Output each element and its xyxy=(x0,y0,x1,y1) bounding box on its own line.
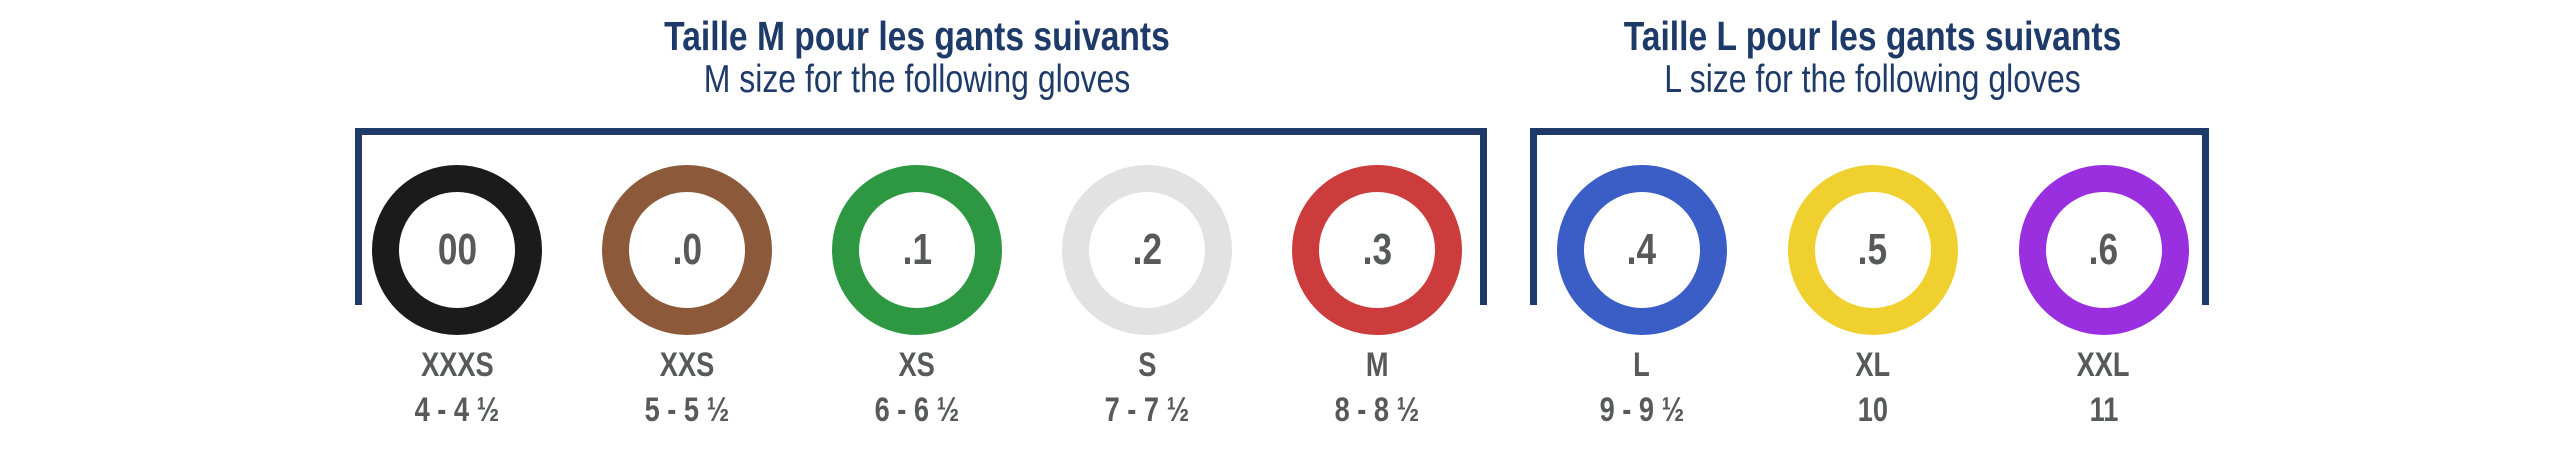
glove-size-range: 7 - 7 ½ xyxy=(1104,391,1190,429)
group-l-title-french: Taille L pour les gants suivants xyxy=(1623,13,2122,59)
size-group-m: Taille M pour les gants suivants M size … xyxy=(342,0,1492,473)
glove-size-name: XS xyxy=(898,346,936,384)
glove-size-item: .0 XXS 5 - 5 ½ xyxy=(572,165,802,427)
glove-size-name: S xyxy=(1137,346,1157,384)
group-l-bracket xyxy=(1530,128,2209,305)
glove-size-range: 9 - 9 ½ xyxy=(1599,391,1684,429)
size-group-l: Taille L pour les gants suivants L size … xyxy=(1526,0,2219,473)
group-m-header: Taille M pour les gants suivants M size … xyxy=(342,14,1492,102)
group-l-header: Taille L pour les gants suivants L size … xyxy=(1526,14,2219,102)
glove-ring: .5 xyxy=(1787,165,1958,335)
glove-code-label: 00 xyxy=(437,225,477,274)
group-l-title-english: L size for the following gloves xyxy=(1664,58,2081,101)
glove-size-name: XXL xyxy=(2077,346,2130,384)
glove-size-range: 4 - 4 ½ xyxy=(414,391,500,429)
glove-size-item: 00 XXXS 4 - 4 ½ xyxy=(342,165,572,427)
glove-ring: .6 xyxy=(2018,165,2189,335)
glove-size-name: M xyxy=(1365,346,1389,384)
glove-ring: .2 xyxy=(1062,165,1232,335)
glove-code-label: .0 xyxy=(672,225,702,274)
glove-size-name: L xyxy=(1633,346,1650,384)
glove-size-item: .6 XXL 11 xyxy=(1988,165,2219,427)
glove-ring: 00 xyxy=(372,165,542,335)
glove-code-label: .3 xyxy=(1362,225,1392,274)
group-m-title-english: M size for the following gloves xyxy=(703,58,1131,101)
glove-size-item: .1 XS 6 - 6 ½ xyxy=(802,165,1032,427)
glove-size-name: XL xyxy=(1855,346,1890,384)
glove-size-range: 8 - 8 ½ xyxy=(1334,391,1420,429)
glove-code-label: .2 xyxy=(1132,225,1162,274)
glove-code-label: .5 xyxy=(1857,225,1888,274)
group-m-items: 00 XXXS 4 - 4 ½ .0 XXS 5 - 5 ½ .1 XS 6 -… xyxy=(342,165,1492,427)
glove-size-item: .5 XL 10 xyxy=(1757,165,1988,427)
glove-size-item: .2 S 7 - 7 ½ xyxy=(1032,165,1262,427)
glove-size-name: XXS xyxy=(659,346,715,384)
glove-size-range: 5 - 5 ½ xyxy=(644,391,730,429)
glove-ring: .3 xyxy=(1292,165,1462,335)
glove-size-item: .3 M 8 - 8 ½ xyxy=(1262,165,1492,427)
glove-size-name: XXXS xyxy=(420,346,494,384)
glove-size-range: 6 - 6 ½ xyxy=(874,391,960,429)
glove-code-label: .6 xyxy=(2088,225,2119,274)
glove-ring: .4 xyxy=(1556,165,1727,335)
group-m-title-french: Taille M pour les gants suivants xyxy=(664,13,1170,59)
glove-size-range: 11 xyxy=(2089,391,2118,429)
glove-size-range: 10 xyxy=(1857,391,1888,429)
group-m-bracket xyxy=(355,128,1487,305)
group-l-items: .4 L 9 - 9 ½ .5 XL 10 .6 XXL 11 xyxy=(1526,165,2219,427)
glove-code-label: .1 xyxy=(902,225,932,274)
glove-code-label: .4 xyxy=(1626,225,1657,274)
glove-size-item: .4 L 9 - 9 ½ xyxy=(1526,165,1757,427)
glove-ring: .0 xyxy=(602,165,772,335)
glove-ring: .1 xyxy=(832,165,1002,335)
